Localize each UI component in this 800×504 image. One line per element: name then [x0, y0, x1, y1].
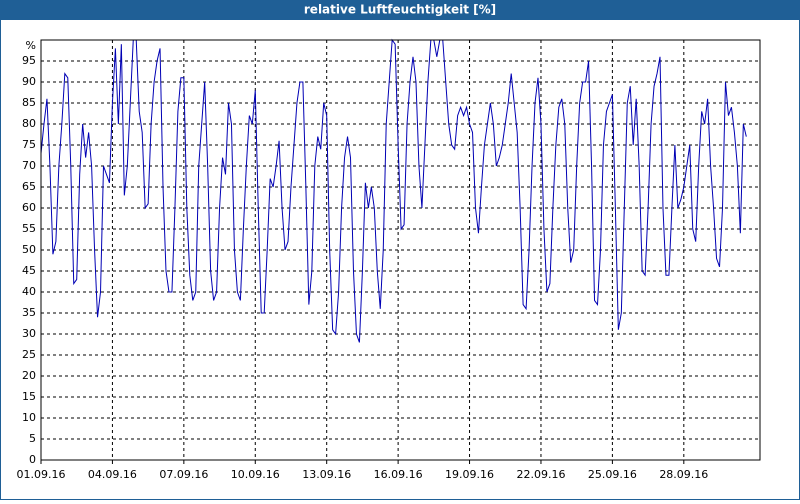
humidity-line — [40, 38, 747, 343]
x-tick-label: 13.09.16 — [302, 468, 351, 481]
title-bar — [0, 0, 800, 20]
y-tick-label: 50 — [22, 243, 36, 256]
y-tick-label: 35 — [22, 306, 36, 319]
plot-frame — [40, 39, 761, 461]
y-tick-label: 40 — [22, 285, 36, 298]
x-tick-label: 19.09.16 — [445, 468, 494, 481]
y-tick-label: 5 — [29, 432, 36, 445]
y-tick-label: 95 — [22, 54, 36, 67]
y-tick-label: 30 — [22, 327, 36, 340]
y-tick-label: 15 — [22, 390, 36, 403]
x-tick-label: 10.09.16 — [231, 468, 280, 481]
x-tick-label: 25.09.16 — [588, 468, 637, 481]
x-tick-label: 16.09.16 — [374, 468, 423, 481]
y-tick-label: 0 — [29, 453, 36, 466]
x-tick-label: 22.09.16 — [516, 468, 565, 481]
chart-title: relative Luftfeuchtigkeit [%] — [304, 3, 496, 17]
y-tick-label: 80 — [22, 117, 36, 130]
x-tick-label: 07.09.16 — [159, 468, 208, 481]
y-tick-label: 85 — [22, 96, 36, 109]
x-tick-label: 04.09.16 — [88, 468, 137, 481]
y-tick-label: 75 — [22, 138, 36, 151]
y-axis-unit: % — [26, 39, 36, 52]
y-tick-label: 25 — [22, 348, 36, 361]
y-tick-label: 55 — [22, 222, 36, 235]
y-tick-label: 90 — [22, 75, 36, 88]
y-tick-label: 60 — [22, 201, 36, 214]
y-tick-label: 45 — [22, 264, 36, 277]
y-tick-label: 10 — [22, 411, 36, 424]
y-tick-label: 65 — [22, 180, 36, 193]
x-tick-label: 01.09.16 — [17, 468, 66, 481]
y-tick-label: 70 — [22, 159, 36, 172]
y-tick-label: 20 — [22, 369, 36, 382]
x-tick-label: 28.09.16 — [659, 468, 708, 481]
plot-background — [41, 40, 760, 460]
